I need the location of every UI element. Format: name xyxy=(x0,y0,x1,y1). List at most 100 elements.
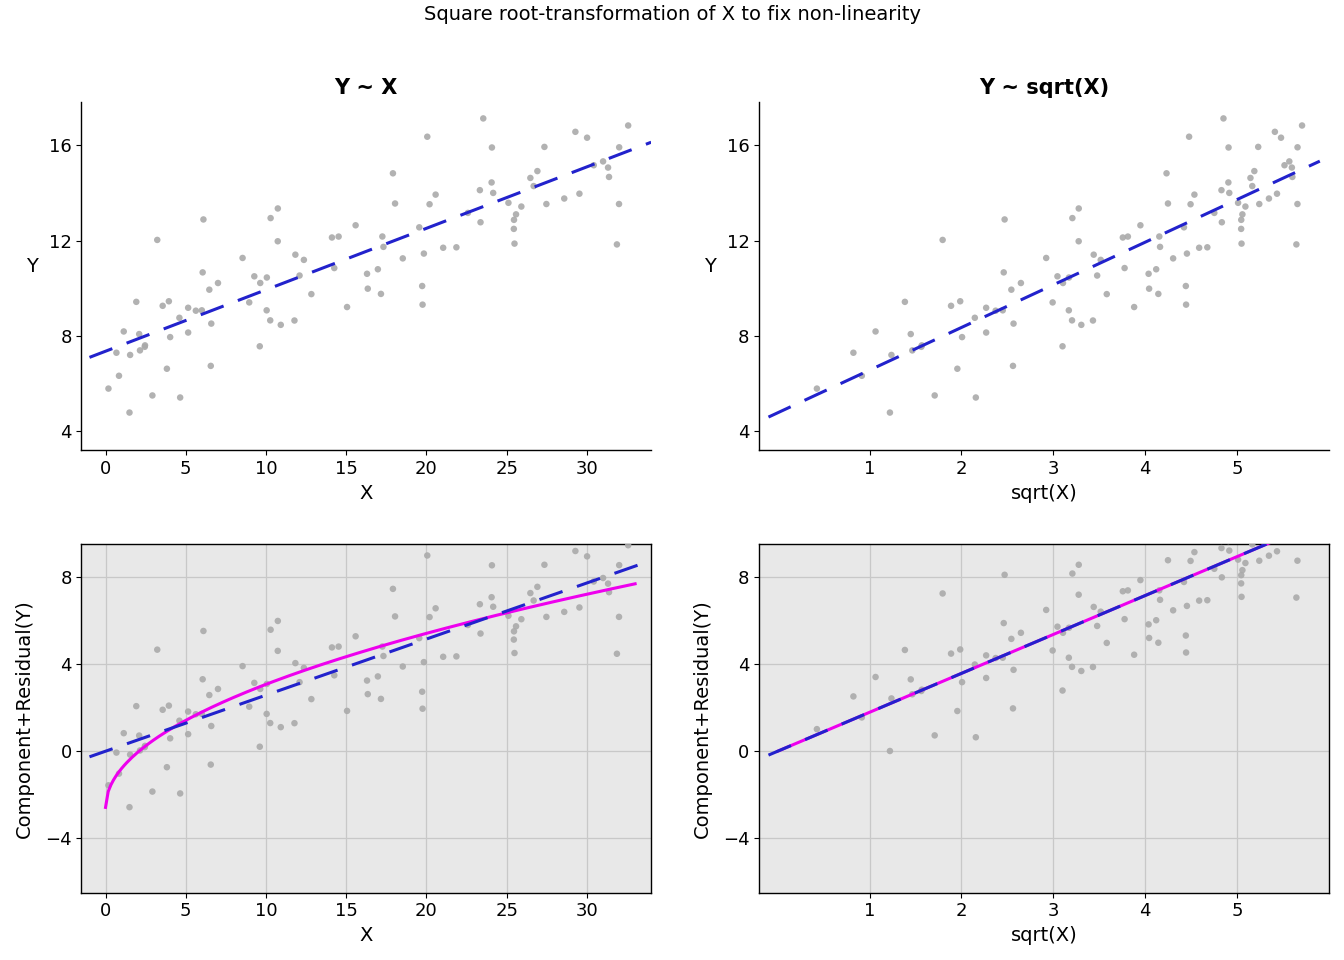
Y-axis label: Y: Y xyxy=(27,257,38,276)
Point xyxy=(231,659,253,674)
Point xyxy=(1281,160,1302,176)
Point xyxy=(1212,475,1234,491)
Point xyxy=(1042,295,1063,310)
Point xyxy=(457,205,478,221)
Point xyxy=(159,698,180,713)
Point xyxy=(482,599,504,614)
Point xyxy=(160,731,181,746)
Point xyxy=(370,691,391,707)
Point xyxy=(243,675,265,690)
Point xyxy=(1196,592,1218,608)
Point xyxy=(270,719,292,734)
Point xyxy=(200,718,222,733)
Point xyxy=(1243,523,1265,539)
Point xyxy=(293,252,314,268)
Point xyxy=(569,186,590,202)
Point xyxy=(1239,170,1261,185)
Point xyxy=(1218,175,1239,190)
Point xyxy=(923,728,945,743)
Point xyxy=(409,631,430,646)
Point xyxy=(177,704,199,719)
Point xyxy=(106,745,128,760)
Point xyxy=(1218,534,1239,549)
Point xyxy=(577,549,598,564)
Point xyxy=(1281,519,1302,535)
Point xyxy=(1211,215,1232,230)
Point xyxy=(411,701,433,716)
Point xyxy=(941,646,962,661)
Point xyxy=(1231,236,1253,252)
Point xyxy=(207,276,228,291)
Point xyxy=(199,687,220,703)
Point xyxy=(527,579,548,594)
Point xyxy=(159,294,180,309)
Point xyxy=(129,728,151,743)
Point xyxy=(1180,197,1202,212)
Point xyxy=(1138,281,1160,297)
X-axis label: sqrt(X): sqrt(X) xyxy=(1011,926,1078,945)
Point xyxy=(1286,139,1308,155)
Point xyxy=(1188,593,1210,609)
Point xyxy=(1062,660,1083,675)
Point xyxy=(536,610,558,625)
Point xyxy=(964,310,985,325)
Point xyxy=(843,345,864,360)
Point xyxy=(185,707,207,722)
Point xyxy=(1235,555,1257,570)
Point xyxy=(1058,650,1079,665)
Point xyxy=(1230,576,1251,591)
Point xyxy=(1071,663,1093,679)
Point xyxy=(191,302,212,318)
Point xyxy=(609,197,630,212)
Point xyxy=(98,778,120,793)
Point xyxy=(446,649,468,664)
Point xyxy=(367,669,388,684)
Point xyxy=(1156,166,1177,181)
Point xyxy=(1235,199,1257,214)
Point xyxy=(554,191,575,206)
Point xyxy=(141,784,163,800)
Y-axis label: Component+Residual(Y): Component+Residual(Y) xyxy=(15,599,34,838)
Point xyxy=(284,313,305,328)
Point xyxy=(1047,619,1068,635)
Point xyxy=(593,154,614,169)
Point xyxy=(1163,603,1184,618)
Point xyxy=(1138,266,1160,281)
Point xyxy=(1035,251,1056,266)
Point xyxy=(1266,543,1288,559)
Point xyxy=(141,388,163,403)
Point xyxy=(301,691,323,707)
Point xyxy=(481,175,503,190)
Point xyxy=(1003,316,1024,331)
Point xyxy=(200,316,222,331)
Point xyxy=(1265,487,1286,502)
Point xyxy=(152,299,173,314)
Point xyxy=(606,237,628,252)
Point xyxy=(1231,563,1253,578)
Point xyxy=(336,300,358,315)
Point xyxy=(1188,240,1210,255)
Point xyxy=(411,278,433,294)
Point xyxy=(419,197,441,212)
Point xyxy=(285,247,306,262)
Point xyxy=(1068,587,1090,602)
Point xyxy=(1286,501,1308,516)
Point xyxy=(1282,169,1304,184)
Point xyxy=(993,615,1015,631)
Point xyxy=(1231,567,1253,583)
Title: Y ~ X: Y ~ X xyxy=(335,78,398,98)
Point xyxy=(1176,297,1198,312)
Point xyxy=(1062,565,1083,581)
Point xyxy=(1149,239,1171,254)
Point xyxy=(231,251,253,266)
Point xyxy=(1278,154,1300,169)
Point xyxy=(433,240,454,255)
Point xyxy=(345,629,367,644)
Point xyxy=(1227,552,1249,567)
Point xyxy=(1286,237,1308,252)
Point xyxy=(1111,584,1133,599)
Point xyxy=(597,160,618,176)
Point xyxy=(1282,528,1304,543)
Point xyxy=(1239,529,1261,544)
Point xyxy=(177,727,199,742)
